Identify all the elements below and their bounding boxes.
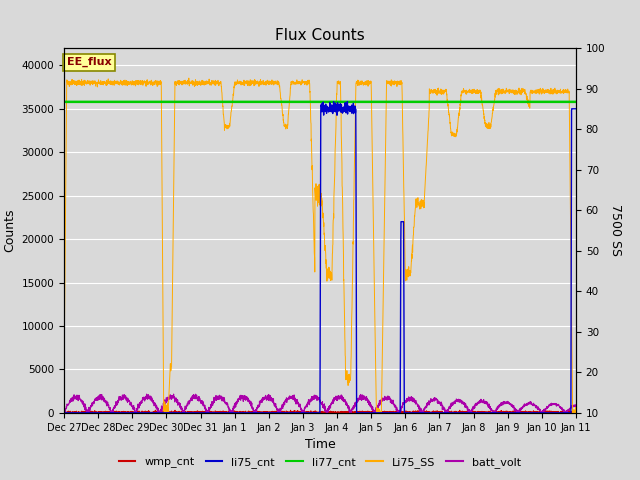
Title: Flux Counts: Flux Counts: [275, 28, 365, 43]
Text: EE_flux: EE_flux: [67, 57, 111, 67]
Y-axis label: 7500 SS: 7500 SS: [609, 204, 622, 256]
X-axis label: Time: Time: [305, 438, 335, 451]
Y-axis label: Counts: Counts: [3, 209, 16, 252]
Legend: wmp_cnt, li75_cnt, li77_cnt, Li75_SS, batt_volt: wmp_cnt, li75_cnt, li77_cnt, Li75_SS, ba…: [115, 452, 525, 472]
